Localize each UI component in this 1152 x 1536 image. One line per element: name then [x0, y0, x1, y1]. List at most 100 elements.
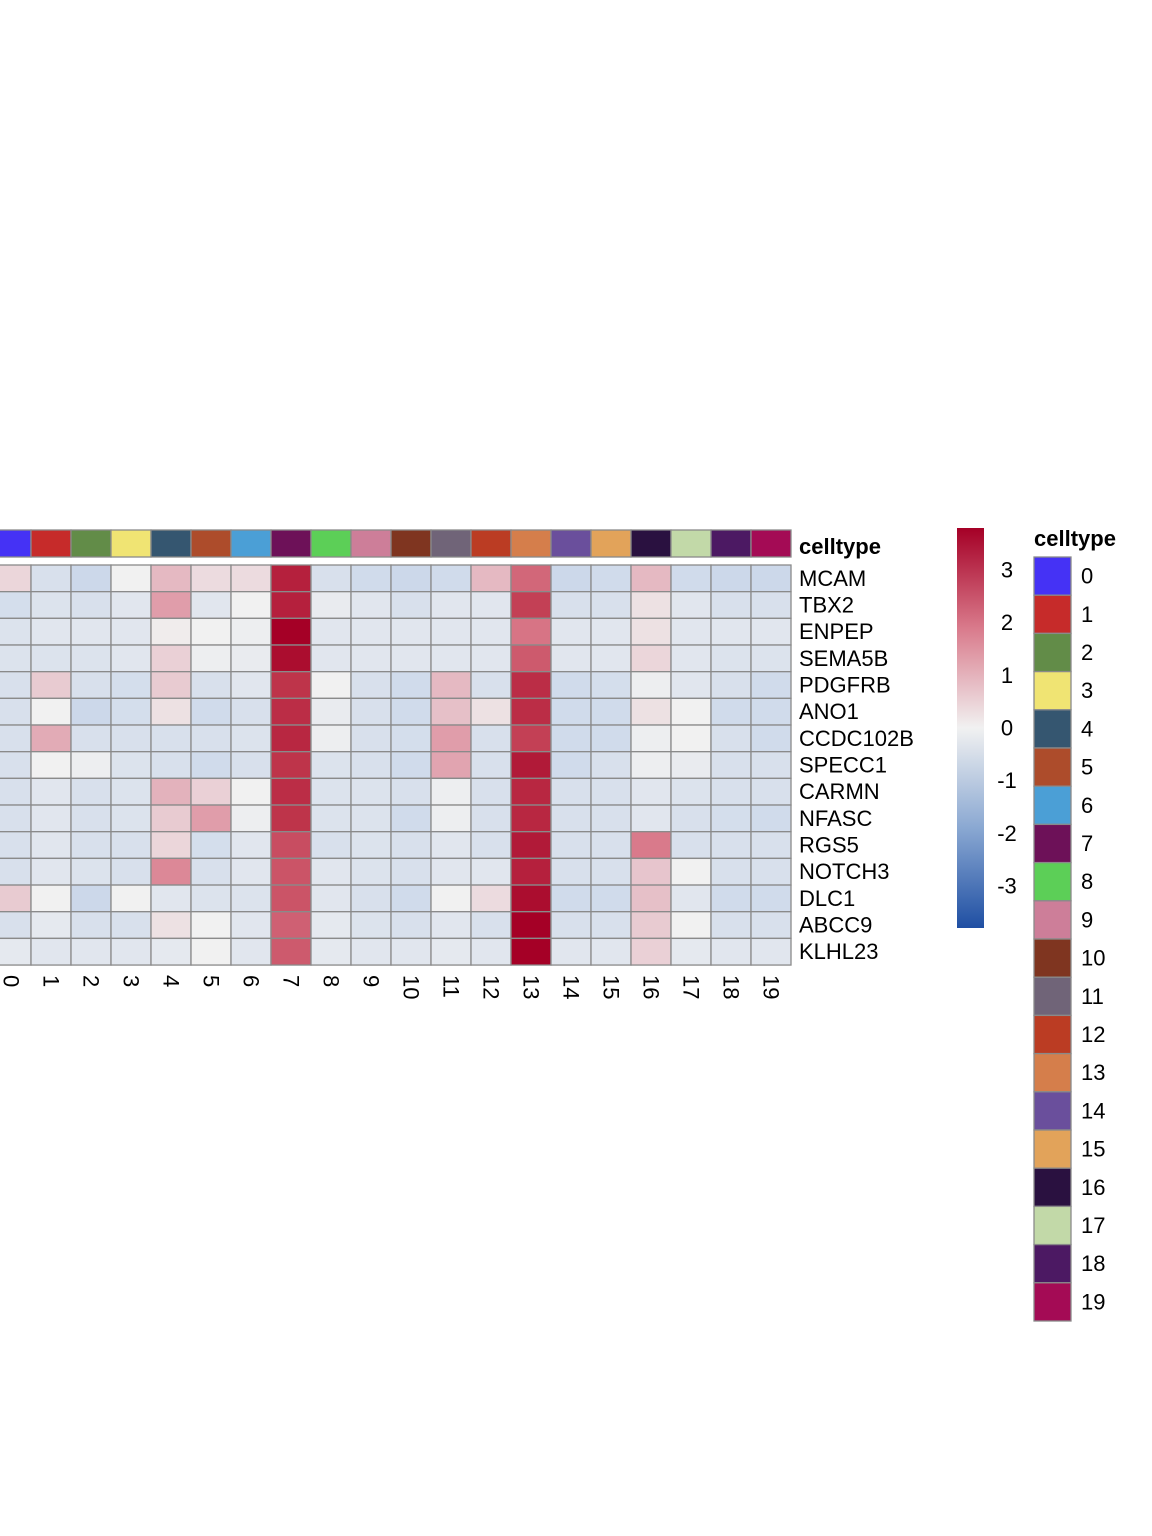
heatmap-cell	[550, 671, 592, 699]
annotation-cell-18	[710, 529, 752, 558]
heatmap-cell	[110, 751, 152, 780]
heatmap-cell	[750, 937, 792, 966]
heatmap-cell	[750, 671, 792, 699]
legend-swatch	[1033, 1052, 1072, 1093]
heatmap-cell	[430, 911, 472, 940]
heatmap-cell	[630, 751, 672, 780]
heatmap-cell	[670, 804, 712, 833]
legend-swatch	[1033, 1091, 1072, 1131]
heatmap-cell	[550, 617, 592, 646]
heatmap-cell	[30, 804, 72, 833]
heatmap-cell	[390, 644, 432, 673]
heatmap-cell	[0, 697, 32, 726]
heatmap-cell	[110, 644, 152, 673]
heatmap-cell	[70, 697, 112, 726]
heatmap-cell	[0, 937, 32, 966]
annotation-cell-0	[0, 529, 32, 558]
column-label: 14	[559, 975, 584, 999]
heatmap-cell	[550, 804, 592, 833]
heatmap-cell	[590, 671, 632, 699]
heatmap-cell	[630, 777, 672, 806]
heatmap-cell	[230, 911, 272, 940]
heatmap-cell	[390, 857, 432, 886]
annotation-label: celltype	[799, 534, 881, 559]
heatmap-cell	[0, 884, 32, 913]
heatmap-cell	[0, 591, 32, 619]
heatmap-cell	[230, 591, 272, 619]
heatmap-cell	[390, 564, 432, 593]
heatmap-cell	[590, 617, 632, 646]
heatmap-cell	[150, 937, 192, 966]
legend-label: 16	[1081, 1175, 1105, 1200]
heatmap-cell	[150, 617, 192, 646]
heatmap-cell	[550, 724, 592, 753]
heatmap-cell	[70, 911, 112, 940]
heatmap-cell	[150, 804, 192, 833]
heatmap-cell	[230, 804, 272, 833]
heatmap-cell	[110, 884, 152, 913]
heatmap-cell	[230, 697, 272, 726]
heatmap-cell	[110, 564, 152, 593]
column-label: 15	[599, 975, 624, 999]
legend-label: 15	[1081, 1137, 1105, 1162]
heatmap-cell	[710, 831, 752, 860]
heatmap-cell	[110, 857, 152, 886]
heatmap-cell	[630, 564, 672, 593]
heatmap-cell	[230, 937, 272, 966]
annotation-cell-8	[310, 529, 352, 558]
legend-label: 18	[1081, 1251, 1105, 1276]
colorbar-tick-label: -1	[997, 768, 1017, 793]
heatmap-cell	[390, 591, 432, 619]
heatmap-cell	[190, 724, 232, 753]
heatmap-cell	[430, 777, 472, 806]
heatmap-cell	[630, 937, 672, 966]
legend-swatch	[1033, 709, 1072, 749]
column-label: 9	[359, 975, 384, 987]
heatmap-cell	[430, 804, 472, 833]
colorbar-tick-label: 1	[1001, 663, 1013, 688]
heatmap-cell	[750, 777, 792, 806]
heatmap-cell	[270, 697, 312, 726]
heatmap-cell	[510, 617, 552, 646]
heatmap-cell	[390, 831, 432, 860]
annotation-cell-4	[150, 529, 192, 558]
legend-label: 12	[1081, 1022, 1105, 1047]
heatmap-cell	[670, 937, 712, 966]
heatmap-cell	[670, 617, 712, 646]
heatmap-cell	[390, 777, 432, 806]
heatmap-cell	[150, 724, 192, 753]
heatmap-cell	[550, 777, 592, 806]
heatmap-cell	[670, 911, 712, 940]
heatmap-cell	[590, 831, 632, 860]
heatmap-cell	[310, 911, 352, 940]
heatmap-cell	[430, 937, 472, 966]
heatmap-cell	[70, 751, 112, 780]
heatmap-cell	[750, 751, 792, 780]
heatmap-cell	[270, 831, 312, 860]
heatmap-cell	[190, 884, 232, 913]
column-label: 1	[39, 975, 64, 987]
heatmap-cell	[670, 564, 712, 593]
legend-swatch	[1033, 1014, 1072, 1055]
heatmap-cell	[110, 831, 152, 860]
colorbar-tick-label: -2	[997, 821, 1017, 846]
heatmap-cell	[350, 911, 392, 940]
heatmap-cell	[430, 617, 472, 646]
heatmap-cell	[350, 724, 392, 753]
heatmap-cell	[30, 671, 72, 699]
heatmap-cell	[470, 591, 512, 619]
heatmap-cell	[430, 857, 472, 886]
heatmap-cell	[510, 751, 552, 780]
heatmap-cell	[750, 804, 792, 833]
heatmap-cell	[0, 617, 32, 646]
heatmap-cell	[230, 644, 272, 673]
heatmap-cell	[270, 777, 312, 806]
heatmap-cell	[510, 564, 552, 593]
heatmap-cell	[590, 857, 632, 886]
heatmap-cell	[0, 777, 32, 806]
heatmap-cell	[270, 884, 312, 913]
heatmap-cell	[150, 591, 192, 619]
row-label: CCDC102B	[799, 726, 914, 751]
heatmap-cell	[470, 911, 512, 940]
column-label: 2	[79, 975, 104, 987]
